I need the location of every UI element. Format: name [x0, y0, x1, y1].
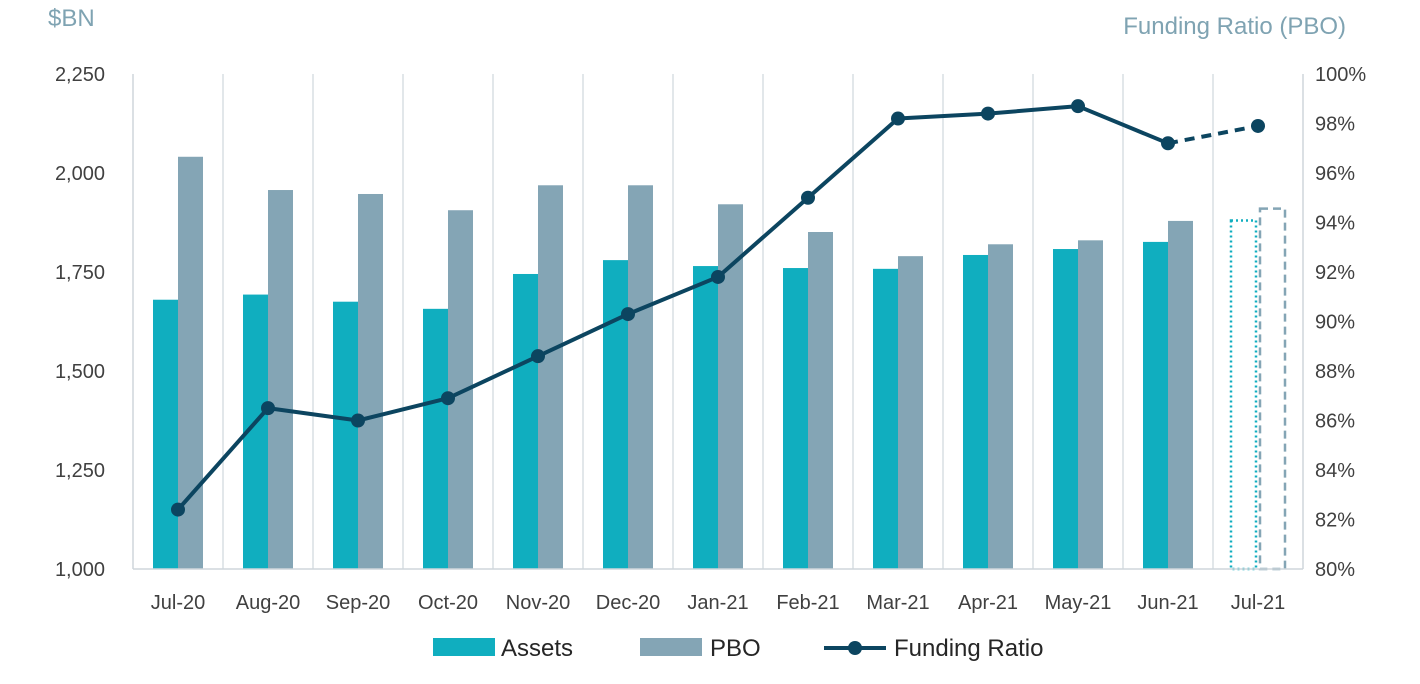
y-right-tick-label: 84%: [1315, 460, 1355, 482]
vertical-gridlines: [222, 74, 1214, 569]
funding-ratio-line-group: [171, 99, 1265, 517]
y-left-tick-label: 2,250: [55, 64, 105, 86]
funding-ratio-point-jul-20: [171, 502, 185, 517]
y-right-tick-label: 90%: [1315, 312, 1355, 334]
left-axis-unit: $BN: [48, 5, 95, 32]
legend-label-assets: Assets: [501, 635, 573, 662]
bars: [153, 156, 1193, 570]
legend-label-funding-ratio: Funding Ratio: [894, 635, 1043, 662]
funding-ratio-point-feb-21: [801, 190, 815, 205]
x-tick-label: Aug-20: [236, 592, 301, 614]
right-axis-title: Funding Ratio (PBO): [1123, 13, 1346, 40]
tick-labels: 1,000 1,250 1,500 1,750 2,000 2,250 80% 82% 84% 8…: [55, 64, 1366, 614]
y-right-tick-label: 96%: [1315, 163, 1355, 185]
bar-assets-mar-21: [873, 268, 898, 569]
bar-pbo-apr-21: [988, 244, 1013, 569]
y-right-tick-label: 98%: [1315, 114, 1355, 136]
legend: Assets PBO Funding Ratio: [433, 635, 1043, 662]
estimated-bars: [1229, 207, 1287, 571]
bar-assets-apr-21: [963, 254, 988, 570]
funding-ratio-point-aug-20: [261, 401, 275, 416]
bar-assets-oct-20: [423, 308, 448, 569]
bar-assets-jun-21: [1143, 241, 1168, 570]
bar-pbo-may-21: [1078, 240, 1103, 569]
bar-assets-feb-21: [783, 268, 808, 569]
x-tick-label: Jun-21: [1137, 592, 1198, 614]
legend-marker-funding-ratio: [848, 641, 862, 655]
funding-ratio-point-apr-21: [981, 106, 995, 121]
x-tick-label: Jul-20: [151, 592, 205, 614]
bar-pbo-nov-20: [538, 185, 563, 569]
x-tick-label: Nov-20: [506, 592, 570, 614]
x-tick-label: Apr-21: [958, 592, 1018, 614]
funding-ratio-point-sep-20: [351, 413, 365, 428]
bar-assets-may-21: [1053, 249, 1078, 570]
x-tick-label: Feb-21: [776, 592, 839, 614]
bar-pbo-jul-21: [1258, 207, 1287, 571]
y-left-tick-label: 2,000: [55, 163, 105, 185]
axes: [132, 74, 1304, 570]
funding-ratio-point-mar-21: [891, 111, 905, 126]
bar-assets-sep-20: [333, 301, 358, 569]
funding-ratio-point-may-21: [1071, 99, 1085, 114]
y-left-tick-label: 1,000: [55, 559, 105, 581]
x-tick-label: Sep-20: [326, 592, 391, 614]
bar-assets-dec-20: [603, 260, 628, 569]
y-left-tick-label: 1,500: [55, 361, 105, 383]
y-right-tick-label: 82%: [1315, 510, 1355, 532]
x-tick-label: Dec-20: [596, 592, 660, 614]
funding-ratio-point-dec-20: [621, 307, 635, 322]
x-tick-label: Mar-21: [866, 592, 929, 614]
funding-ratio-point-nov-20: [531, 349, 545, 364]
bar-pbo-sep-20: [358, 193, 383, 569]
bar-pbo-jul-20: [178, 156, 203, 569]
funding-ratio-line: [176, 104, 1169, 511]
y-left-tick-label: 1,750: [55, 262, 105, 284]
funding-ratio-point-jun-21: [1161, 136, 1175, 151]
y-right-tick-label: 88%: [1315, 361, 1355, 383]
bar-pbo-jun-21: [1168, 220, 1193, 569]
bar-pbo-aug-20: [268, 190, 293, 569]
y-right-tick-label: 94%: [1315, 213, 1355, 235]
bar-pbo-mar-21: [898, 256, 923, 569]
legend-swatch-assets: [433, 638, 495, 656]
bar-pbo-feb-21: [808, 232, 833, 569]
legend-swatch-pbo: [640, 638, 702, 656]
bar-assets-jul-20: [153, 299, 178, 569]
bar-assets-nov-20: [513, 273, 538, 569]
y-right-tick-label: 80%: [1315, 559, 1355, 581]
funding-ratio-point-oct-20: [441, 391, 455, 406]
x-tick-label: Jan-21: [687, 592, 748, 614]
bar-assets-jan-21: [693, 266, 718, 569]
funding-ratio-point-jul-21: [1251, 118, 1265, 133]
y-right-tick-label: 92%: [1315, 262, 1355, 284]
funding-ratio-point-jan-21: [711, 269, 725, 284]
y-right-tick-label: 100%: [1315, 64, 1366, 86]
y-right-tick-label: 86%: [1315, 411, 1355, 433]
x-tick-label: Jul-21: [1231, 592, 1285, 614]
funding-ratio-line-estimate: [1167, 124, 1259, 146]
y-left-tick-label: 1,250: [55, 460, 105, 482]
bar-assets-jul-21: [1229, 219, 1258, 571]
legend-label-pbo: PBO: [710, 635, 761, 662]
x-tick-label: May-21: [1045, 592, 1112, 614]
x-tick-label: Oct-20: [418, 592, 478, 614]
bar-pbo-dec-20: [628, 185, 653, 569]
